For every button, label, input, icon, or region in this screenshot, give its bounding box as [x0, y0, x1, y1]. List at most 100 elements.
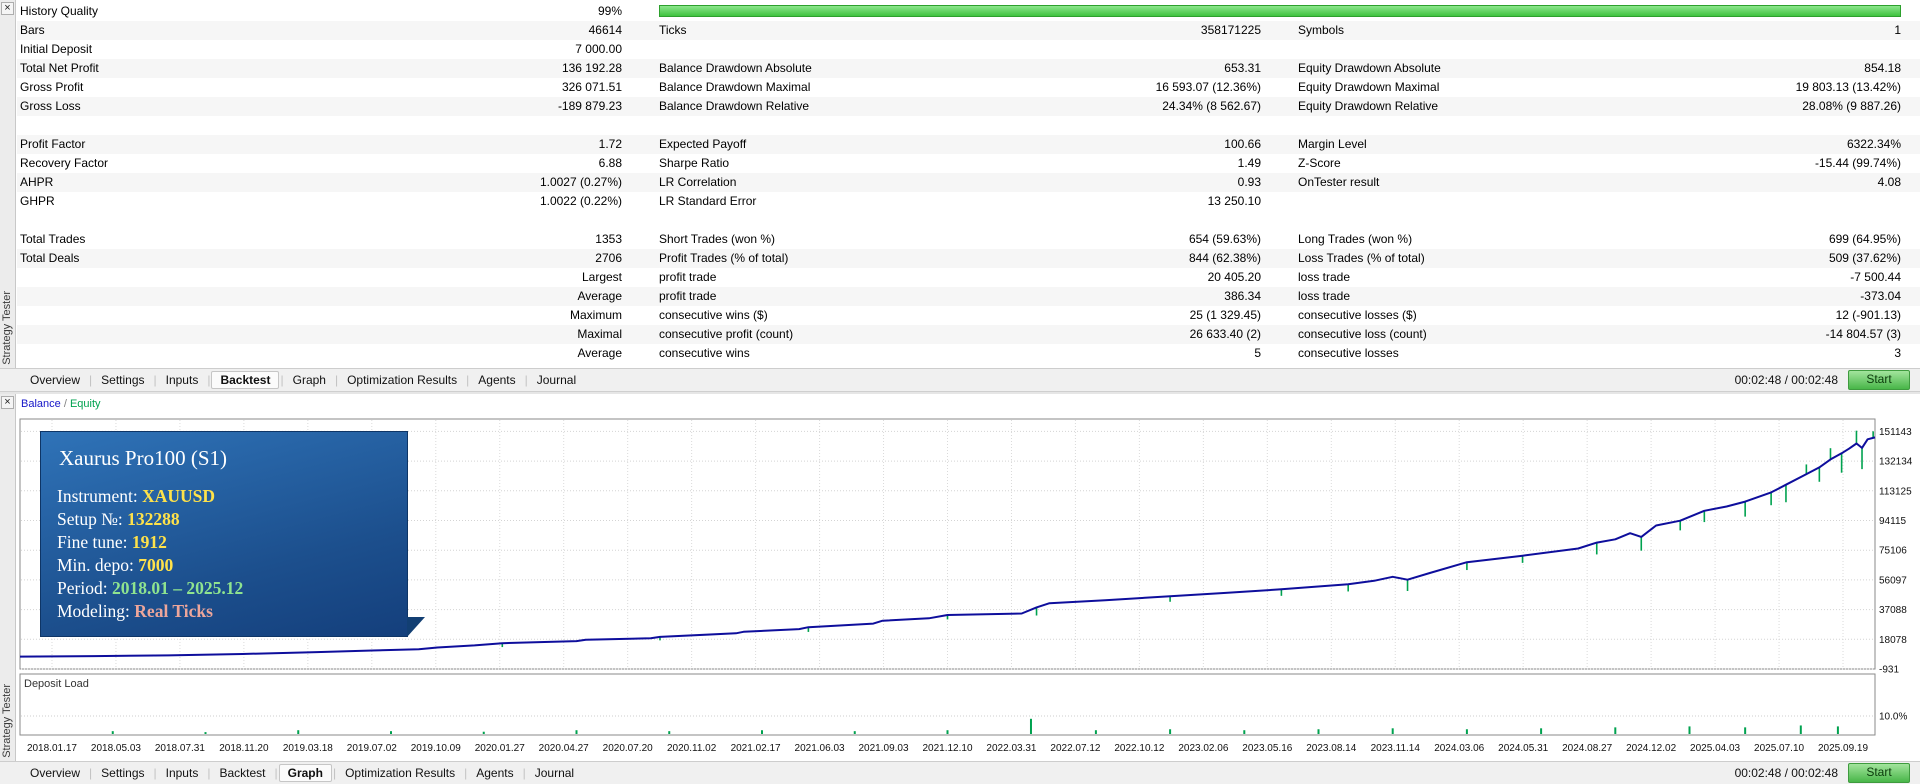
tab-journal[interactable]: Journal — [529, 371, 584, 389]
elapsed-time: 00:02:48 / 00:02:48 — [1735, 373, 1838, 387]
stat-label: Long Trades (won %) — [1298, 230, 1670, 249]
stat-label: Balance Drawdown Maximal — [659, 78, 1009, 97]
stat-row: Recovery Factor6.88Sharpe Ratio1.49Z-Sco… — [17, 154, 1920, 173]
svg-text:Deposit Load: Deposit Load — [24, 678, 89, 690]
stat-value: -15.44 (99.74%) — [1677, 154, 1901, 173]
backtest-panel: × Strategy Tester History Quality 99% Ba… — [0, 0, 1920, 391]
svg-text:2020.07.20: 2020.07.20 — [603, 743, 653, 754]
svg-text:2023.05.16: 2023.05.16 — [1242, 743, 1292, 754]
stat-row: Gross Loss-189 879.23Balance Drawdown Re… — [17, 97, 1920, 116]
tab-graph[interactable]: Graph — [285, 371, 334, 389]
stat-label: Balance Drawdown Absolute — [659, 59, 1009, 78]
svg-text:2023.11.14: 2023.11.14 — [1371, 743, 1421, 754]
stat-value: 1 — [1677, 21, 1901, 40]
stat-value: 16 593.07 (12.36%) — [1017, 78, 1261, 97]
stat-label: consecutive wins ($) — [659, 306, 1009, 325]
stat-label: Profit Factor — [20, 135, 290, 154]
stat-label: consecutive loss (count) — [1298, 325, 1670, 344]
info-line: Min. depo: 7000 — [57, 554, 391, 577]
svg-text:94115: 94115 — [1879, 516, 1907, 527]
info-line: Modeling: Real Ticks — [57, 600, 391, 623]
tab-journal[interactable]: Journal — [527, 764, 582, 782]
svg-text:56097: 56097 — [1879, 575, 1907, 586]
svg-text:18078: 18078 — [1879, 635, 1907, 646]
stat-value: Average — [297, 287, 622, 306]
stat-value: 1.49 — [1017, 154, 1261, 173]
stat-label: Margin Level — [1298, 135, 1670, 154]
tab-inputs[interactable]: Inputs — [158, 371, 207, 389]
stat-value: Maximal — [297, 325, 622, 344]
tab-backtest[interactable]: Backtest — [211, 764, 273, 782]
tab-list: Overview|Settings|Inputs|Backtest|Graph|… — [22, 369, 584, 391]
stat-value: 19 803.13 (13.42%) — [1677, 78, 1901, 97]
start-button[interactable]: Start — [1848, 763, 1910, 783]
tab-settings[interactable]: Settings — [93, 764, 152, 782]
tab-overview[interactable]: Overview — [22, 371, 88, 389]
stat-label: Total Deals — [20, 249, 290, 268]
stat-value: Maximum — [297, 306, 622, 325]
close-panel-button[interactable]: × — [1, 2, 14, 15]
stat-row: Averageprofit trade386.34loss trade-373.… — [17, 287, 1920, 306]
tab-agents[interactable]: Agents — [468, 764, 521, 782]
info-line: Fine tune: 1912 — [57, 531, 391, 554]
stat-row: Maximalconsecutive profit (count)26 633.… — [17, 325, 1920, 344]
svg-text:2018.11.20: 2018.11.20 — [219, 743, 269, 754]
info-line: Instrument: XAUUSD — [57, 485, 391, 508]
tab-graph[interactable]: Graph — [279, 764, 332, 782]
svg-text:2025.04.03: 2025.04.03 — [1690, 743, 1740, 754]
stat-value: 5 — [1017, 344, 1261, 363]
stat-row: Total Trades1353Short Trades (won %)654 … — [17, 230, 1920, 249]
stat-row: Initial Deposit7 000.00 — [17, 40, 1920, 59]
stat-value: 653.31 — [1017, 59, 1261, 78]
stat-value: Largest — [297, 268, 622, 287]
stat-value: 7 000.00 — [297, 40, 622, 59]
info-box-title: Xaurus Pro100 (S1) — [59, 446, 391, 471]
stat-row: Total Net Profit136 192.28Balance Drawdo… — [17, 59, 1920, 78]
stat-row: AHPR1.0027 (0.27%)LR Correlation0.93OnTe… — [17, 173, 1920, 192]
tab-settings[interactable]: Settings — [93, 371, 152, 389]
close-panel-button[interactable]: × — [1, 396, 14, 409]
stat-label: GHPR — [20, 192, 290, 211]
legend-equity[interactable]: Equity — [70, 398, 101, 410]
stat-value: 13 250.10 — [1017, 192, 1261, 211]
svg-text:2018.01.17: 2018.01.17 — [27, 743, 77, 754]
stat-value: -14 804.57 (3) — [1677, 325, 1901, 344]
stat-value: 854.18 — [1677, 59, 1901, 78]
svg-text:2024.05.31: 2024.05.31 — [1498, 743, 1548, 754]
svg-text:2019.07.02: 2019.07.02 — [347, 743, 397, 754]
tab-overview[interactable]: Overview — [22, 764, 88, 782]
x-axis-labels: 2018.01.172018.05.032018.07.312018.11.20… — [27, 743, 1869, 754]
stat-value: 100.66 — [1017, 135, 1261, 154]
tabbar-right: 00:02:48 / 00:02:48 Start — [1735, 763, 1920, 783]
stat-value: 24.34% (8 562.67) — [1017, 97, 1261, 116]
stat-value: 99% — [297, 2, 622, 21]
tab-agents[interactable]: Agents — [470, 371, 523, 389]
tab-inputs[interactable]: Inputs — [158, 764, 207, 782]
svg-text:75106: 75106 — [1879, 546, 1907, 557]
svg-text:113125: 113125 — [1879, 486, 1912, 497]
stat-value: 136 192.28 — [297, 59, 622, 78]
stat-value: 2706 — [297, 249, 622, 268]
svg-text:2023.02.06: 2023.02.06 — [1178, 743, 1228, 754]
start-button[interactable]: Start — [1848, 370, 1910, 390]
tab-optimization-results[interactable]: Optimization Results — [337, 764, 463, 782]
stat-label: consecutive losses ($) — [1298, 306, 1670, 325]
tab-backtest[interactable]: Backtest — [211, 371, 279, 389]
stat-label: Gross Loss — [20, 97, 290, 116]
stat-value: 509 (37.62%) — [1677, 249, 1901, 268]
backtest-statistics-table: History Quality 99% Bars46614Ticks358171… — [17, 2, 1920, 363]
tab-optimization-results[interactable]: Optimization Results — [339, 371, 465, 389]
stat-label: Equity Drawdown Absolute — [1298, 59, 1670, 78]
svg-text:2021.09.03: 2021.09.03 — [859, 743, 909, 754]
panel-title-vertical: Strategy Tester — [1, 291, 13, 365]
elapsed-time: 00:02:48 / 00:02:48 — [1735, 766, 1838, 780]
stat-value: 1.0022 (0.22%) — [297, 192, 622, 211]
stat-value: 0.93 — [1017, 173, 1261, 192]
stat-value: 6.88 — [297, 154, 622, 173]
info-line-value: XAUUSD — [142, 486, 215, 506]
legend-balance[interactable]: Balance — [21, 398, 61, 410]
stat-row-spacer — [17, 116, 1920, 135]
info-line-value: 1912 — [132, 532, 167, 552]
stat-label: LR Standard Error — [659, 192, 1009, 211]
svg-text:2021.12.10: 2021.12.10 — [922, 743, 972, 754]
